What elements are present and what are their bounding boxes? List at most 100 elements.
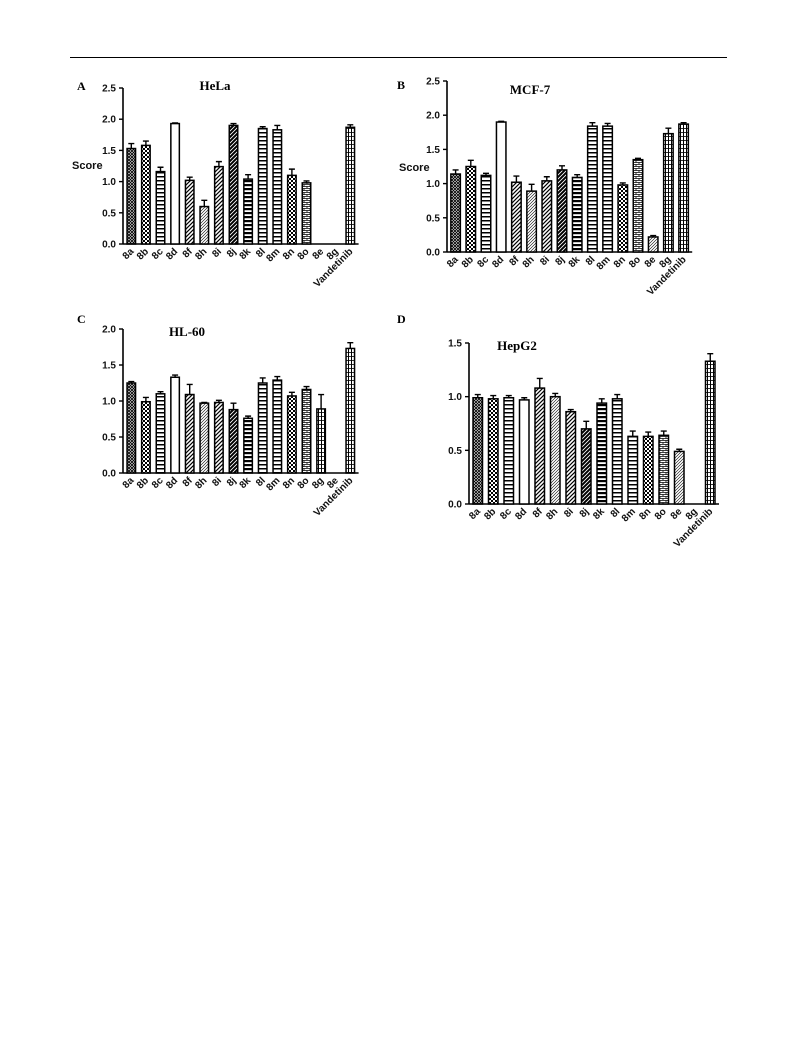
chart-title: HepG2 bbox=[497, 338, 537, 353]
error-bar bbox=[604, 122, 611, 127]
x-tick-label: 8e bbox=[669, 506, 685, 522]
error-bar bbox=[521, 397, 528, 400]
error-bar bbox=[318, 393, 325, 409]
x-tick-label: 8a bbox=[445, 254, 461, 270]
error-bar bbox=[483, 172, 489, 176]
bar-8g bbox=[316, 408, 327, 474]
error-bar bbox=[635, 157, 641, 160]
x-tick-label: 8i bbox=[210, 475, 224, 489]
error-bar bbox=[467, 159, 474, 167]
panel-letter: D bbox=[397, 312, 406, 326]
bar-8h bbox=[549, 395, 561, 505]
error-bar bbox=[172, 374, 179, 378]
bar-8o bbox=[301, 182, 312, 245]
x-tick-label: 8f bbox=[531, 506, 546, 521]
panel-b-mcf7: B MCF-7 Score 0.0 0.5 1.0 1.5 2.0 2.5 8a 8b 8c 8d 8f 8… bbox=[395, 72, 705, 312]
x-tick-label: 8f bbox=[181, 246, 196, 261]
x-tick-label: 8d bbox=[513, 506, 529, 522]
x-tick-label: 8o bbox=[653, 506, 669, 522]
error-bar bbox=[650, 234, 657, 237]
error-bar bbox=[347, 124, 354, 128]
bar-8o bbox=[301, 388, 312, 474]
y-tick-label: 1.5 bbox=[426, 145, 440, 156]
error-bar bbox=[186, 176, 193, 181]
panel-d-hepg2: D HepG2 0.0 0.5 1.0 1.5 8a 8b 8c 8d 8f 8h 8i 8j 8k 8l 8m… bbox=[395, 312, 735, 572]
error-bar bbox=[619, 182, 626, 185]
bar-8a bbox=[126, 147, 137, 245]
bar-vandetinib bbox=[678, 123, 690, 253]
bar-8a bbox=[450, 173, 462, 253]
y-tick-label: 0.0 bbox=[102, 469, 116, 480]
error-bar bbox=[303, 385, 310, 390]
error-bar bbox=[490, 394, 497, 399]
error-bar bbox=[245, 415, 252, 419]
error-bar bbox=[259, 125, 266, 129]
error-bar bbox=[215, 160, 222, 167]
error-bar bbox=[142, 396, 149, 402]
bar-8i bbox=[213, 401, 224, 474]
bar-8l bbox=[257, 127, 268, 245]
bar-8k bbox=[571, 176, 583, 253]
error-bar bbox=[288, 168, 295, 176]
bar-8f bbox=[510, 181, 522, 253]
bar-8l bbox=[257, 382, 268, 474]
x-tick-label: 8g bbox=[310, 475, 326, 491]
bar-8b bbox=[140, 400, 151, 474]
error-bar bbox=[505, 394, 512, 398]
error-bar bbox=[629, 430, 636, 437]
error-bar bbox=[645, 431, 652, 437]
bar-8k bbox=[243, 417, 254, 474]
error-bar bbox=[559, 165, 565, 170]
x-tick-label: 8f bbox=[181, 475, 196, 490]
x-tick-label: 8o bbox=[627, 254, 643, 270]
x-tick-label: 8b bbox=[135, 246, 151, 262]
bar-8j bbox=[556, 169, 568, 253]
y-tick-label: 2.5 bbox=[102, 84, 116, 95]
x-tick-label: 8k bbox=[238, 246, 254, 262]
x-tick-label: 8n bbox=[637, 506, 653, 522]
error-bar bbox=[142, 140, 149, 146]
bar-8j bbox=[228, 408, 239, 474]
x-tick-label: 8a bbox=[467, 506, 483, 522]
error-bar bbox=[172, 122, 179, 124]
bar-8b bbox=[140, 144, 151, 245]
x-tick-label: 8i bbox=[562, 506, 576, 520]
error-bar bbox=[201, 401, 208, 404]
y-tick-label: 0.0 bbox=[448, 500, 462, 511]
bar-vandetinib bbox=[345, 347, 356, 474]
error-bar bbox=[552, 392, 559, 397]
error-bar bbox=[452, 169, 459, 175]
y-tick-label: 0.0 bbox=[426, 248, 440, 259]
x-tick-label: 8k bbox=[591, 506, 607, 522]
y-tick-label: 2.0 bbox=[102, 325, 116, 336]
x-tick-label: 8h bbox=[193, 246, 209, 262]
bar-8c bbox=[155, 393, 166, 474]
bar-8c bbox=[480, 174, 492, 253]
x-tick-label: 8j bbox=[553, 254, 567, 268]
bar-8f bbox=[534, 387, 546, 505]
error-bar bbox=[128, 380, 135, 383]
chart-title: HeLa bbox=[199, 78, 231, 93]
bar-8d bbox=[170, 376, 181, 474]
error-bar bbox=[201, 199, 208, 207]
error-bar bbox=[157, 390, 164, 394]
bar-8b bbox=[465, 165, 477, 253]
bar-8b bbox=[487, 398, 499, 505]
error-bar bbox=[245, 174, 252, 180]
error-bar bbox=[614, 393, 621, 399]
x-tick-label: 8h bbox=[521, 254, 537, 270]
bar-8i bbox=[213, 165, 224, 245]
error-bar bbox=[347, 341, 354, 349]
error-bar bbox=[676, 448, 683, 452]
header-rule bbox=[70, 57, 727, 58]
y-axis-label: Score bbox=[399, 162, 430, 174]
bar-vandetinib bbox=[704, 360, 716, 505]
error-bar bbox=[498, 120, 505, 123]
x-tick-label: 8j bbox=[225, 475, 239, 489]
x-tick-label: 8m bbox=[620, 506, 638, 524]
bar-8l bbox=[586, 125, 598, 253]
bar-8m bbox=[627, 435, 639, 505]
